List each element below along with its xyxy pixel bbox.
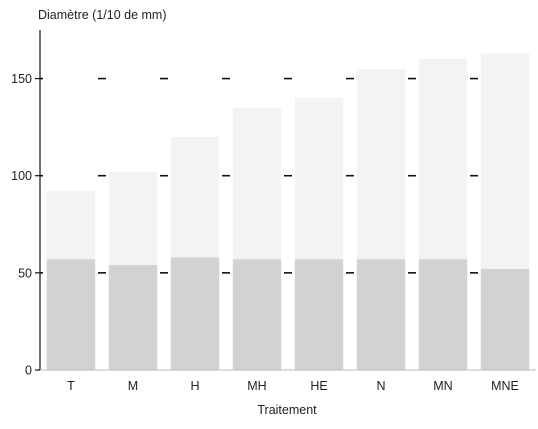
bar-series2-mne <box>480 269 530 370</box>
bar-series2-h <box>170 257 220 370</box>
bar-series2-mn <box>418 259 468 370</box>
x-tick-label-n: N <box>376 379 385 393</box>
reference-lines-layer <box>40 77 478 274</box>
x-tick-label-m: M <box>128 379 138 393</box>
y-tick-label-100: 100 <box>11 169 32 183</box>
x-tick-label-mn: MN <box>433 379 452 393</box>
y-tick-label-0: 0 <box>25 364 32 378</box>
bar-series2-n <box>356 259 406 370</box>
x-axis-label: Traitement <box>257 403 317 417</box>
x-tick-label-he: HE <box>310 379 327 393</box>
bar-series2-he <box>294 259 344 370</box>
x-tick-label-t: T <box>67 379 75 393</box>
bar-series2-m <box>108 265 158 370</box>
bar-series2-t <box>46 259 96 370</box>
y-tick-label-50: 50 <box>18 266 32 280</box>
x-tick-label-mne: MNE <box>491 379 519 393</box>
y-axis-label: Diamètre (1/10 de mm) <box>38 8 167 22</box>
bars-layer <box>46 53 530 371</box>
y-tick-label-150: 150 <box>11 72 32 86</box>
bar-series2-mh <box>232 259 282 370</box>
x-tick-label-h: H <box>190 379 199 393</box>
x-tick-label-mh: MH <box>247 379 266 393</box>
